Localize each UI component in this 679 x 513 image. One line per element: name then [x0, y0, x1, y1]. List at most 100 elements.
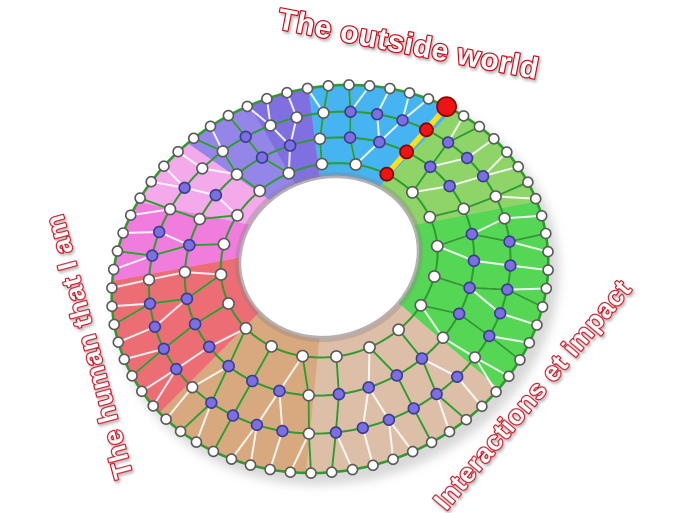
- graph-node[interactable]: [148, 320, 162, 333]
- graph-node[interactable]: [387, 453, 399, 466]
- graph-node[interactable]: [504, 259, 517, 272]
- graph-node[interactable]: [407, 402, 420, 415]
- graph-node[interactable]: [452, 307, 466, 321]
- graph-node[interactable]: [178, 265, 192, 279]
- graph-node[interactable]: [180, 292, 194, 306]
- graph-node[interactable]: [261, 92, 273, 105]
- graph-node[interactable]: [396, 114, 409, 127]
- graph-node[interactable]: [183, 238, 196, 252]
- graph-node[interactable]: [329, 426, 343, 439]
- highlighted-node[interactable]: [399, 144, 415, 160]
- graph-node[interactable]: [427, 270, 441, 283]
- graph-node[interactable]: [302, 388, 316, 402]
- graph-node[interactable]: [415, 352, 429, 365]
- graph-node[interactable]: [157, 342, 171, 355]
- graph-node[interactable]: [488, 133, 500, 145]
- graph-node[interactable]: [468, 351, 482, 364]
- graph-node[interactable]: [193, 212, 206, 226]
- graph-node[interactable]: [214, 268, 228, 281]
- graph-node[interactable]: [205, 396, 218, 409]
- graph-node[interactable]: [405, 185, 419, 199]
- graph-node[interactable]: [190, 436, 203, 448]
- graph-node[interactable]: [500, 146, 513, 158]
- graph-node[interactable]: [142, 273, 156, 286]
- graph-node[interactable]: [301, 82, 314, 95]
- graph-node[interactable]: [216, 145, 230, 158]
- graph-node[interactable]: [363, 340, 376, 354]
- graph-node[interactable]: [273, 384, 286, 398]
- graph-node[interactable]: [343, 79, 355, 91]
- graph-node[interactable]: [325, 466, 338, 479]
- graph-node[interactable]: [542, 264, 554, 276]
- graph-node[interactable]: [172, 145, 184, 158]
- graph-node[interactable]: [436, 331, 450, 345]
- graph-node[interactable]: [250, 418, 264, 432]
- graph-node[interactable]: [222, 359, 235, 373]
- graph-node[interactable]: [346, 463, 359, 476]
- graph-node[interactable]: [489, 190, 502, 203]
- graph-node[interactable]: [476, 170, 490, 183]
- graph-node[interactable]: [188, 317, 202, 331]
- graph-node[interactable]: [158, 160, 170, 172]
- graph-node[interactable]: [134, 192, 146, 204]
- graph-node[interactable]: [209, 188, 223, 202]
- graph-node[interactable]: [283, 139, 297, 152]
- graph-node[interactable]: [406, 445, 419, 458]
- graph-node[interactable]: [430, 239, 444, 253]
- graph-node[interactable]: [514, 354, 526, 366]
- graph-node[interactable]: [117, 227, 129, 239]
- graph-node[interactable]: [296, 349, 309, 363]
- sector-purple-dark[interactable]: [249, 88, 320, 186]
- graph-node[interactable]: [147, 400, 159, 412]
- graph-node[interactable]: [265, 339, 278, 353]
- graph-node[interactable]: [160, 413, 172, 426]
- graph-node[interactable]: [290, 111, 303, 124]
- graph-node[interactable]: [501, 283, 514, 296]
- graph-node[interactable]: [465, 227, 479, 241]
- graph-node[interactable]: [204, 120, 217, 133]
- graph-node[interactable]: [317, 106, 330, 119]
- graph-node[interactable]: [349, 158, 363, 171]
- graph-node[interactable]: [523, 336, 536, 349]
- graph-node[interactable]: [276, 424, 289, 438]
- graph-node[interactable]: [390, 369, 404, 382]
- graph-node[interactable]: [460, 151, 474, 165]
- graph-node[interactable]: [363, 80, 376, 92]
- graph-node[interactable]: [540, 282, 553, 295]
- graph-node[interactable]: [226, 409, 240, 422]
- graph-node[interactable]: [367, 459, 379, 472]
- graph-node[interactable]: [467, 254, 481, 268]
- graph-node[interactable]: [107, 263, 120, 276]
- graph-node[interactable]: [343, 131, 357, 144]
- graph-node[interactable]: [414, 298, 428, 312]
- graph-node[interactable]: [329, 350, 343, 363]
- graph-node[interactable]: [473, 120, 486, 133]
- graph-node[interactable]: [282, 166, 296, 180]
- graph-node[interactable]: [246, 374, 259, 388]
- graph-node[interactable]: [112, 336, 125, 349]
- graph-node[interactable]: [178, 181, 191, 195]
- graph-node[interactable]: [187, 132, 200, 145]
- graph-node[interactable]: [163, 203, 177, 216]
- graph-node[interactable]: [542, 245, 554, 258]
- graph-node[interactable]: [241, 100, 254, 113]
- graph-node[interactable]: [146, 249, 159, 262]
- graph-node[interactable]: [539, 227, 552, 240]
- graph-node[interactable]: [196, 162, 209, 175]
- graph-node[interactable]: [322, 80, 335, 92]
- graph-node[interactable]: [457, 110, 470, 122]
- graph-node[interactable]: [118, 353, 131, 366]
- graph-node[interactable]: [529, 192, 542, 205]
- graph-node[interactable]: [305, 467, 317, 479]
- graph-node[interactable]: [244, 459, 257, 471]
- graph-node[interactable]: [443, 425, 456, 438]
- graph-node[interactable]: [253, 184, 267, 198]
- graph-node[interactable]: [344, 105, 357, 118]
- graph-node[interactable]: [126, 369, 138, 382]
- graph-node[interactable]: [490, 385, 502, 398]
- graph-node[interactable]: [202, 340, 216, 354]
- graph-node[interactable]: [230, 168, 244, 181]
- highlighted-node[interactable]: [436, 96, 458, 117]
- graph-node[interactable]: [264, 119, 277, 132]
- graph-node[interactable]: [145, 175, 157, 188]
